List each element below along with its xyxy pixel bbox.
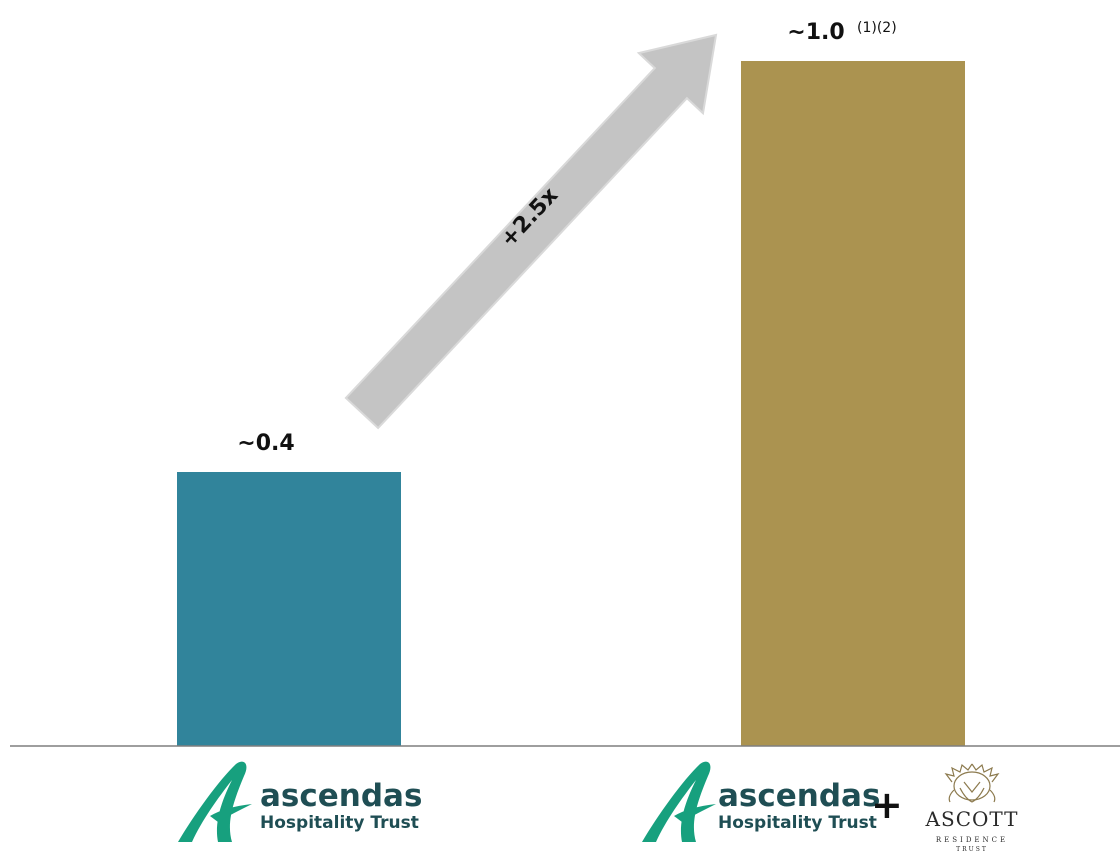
category-logo-aht: ascendas Hospitality Trust xyxy=(178,761,422,842)
category-logo-combined: ascendas Hospitality Trust + ASCOTT RESI… xyxy=(642,761,1019,853)
bar-aht xyxy=(177,472,401,746)
ascendas-swoosh-icon xyxy=(178,761,252,842)
bars-layer xyxy=(177,61,965,746)
growth-arrow-layer: +2.5x xyxy=(344,33,718,430)
ascott-crest-icon xyxy=(944,763,1000,803)
logo-aht-subtitle-2: Hospitality Trust xyxy=(718,813,877,833)
logo-aht-name: ascendas xyxy=(260,778,422,814)
logo-ascott-sub1: RESIDENCE xyxy=(936,836,1008,844)
logo-aht-subtitle: Hospitality Trust xyxy=(260,813,419,833)
value-label-combined: ~1.0 xyxy=(787,20,844,45)
plus-sign: + xyxy=(871,783,903,827)
value-labels-layer: ~0.4 ~1.0 (1)(2) xyxy=(237,20,896,456)
category-logo-aht-2: ascendas Hospitality Trust xyxy=(642,761,880,842)
ascendas-swoosh-icon xyxy=(642,761,716,842)
ascott-logo: ASCOTT RESIDENCE TRUST xyxy=(925,763,1019,853)
logo-ascott-sub2: TRUST xyxy=(956,846,988,853)
growth-arrow-icon xyxy=(344,33,718,430)
bar-combined xyxy=(741,61,965,746)
value-label-aht: ~0.4 xyxy=(237,431,294,456)
footnote-marker: (1)(2) xyxy=(857,20,897,36)
logo-aht-name-2: ascendas xyxy=(718,778,880,814)
logo-ascott-name: ASCOTT xyxy=(925,807,1019,831)
